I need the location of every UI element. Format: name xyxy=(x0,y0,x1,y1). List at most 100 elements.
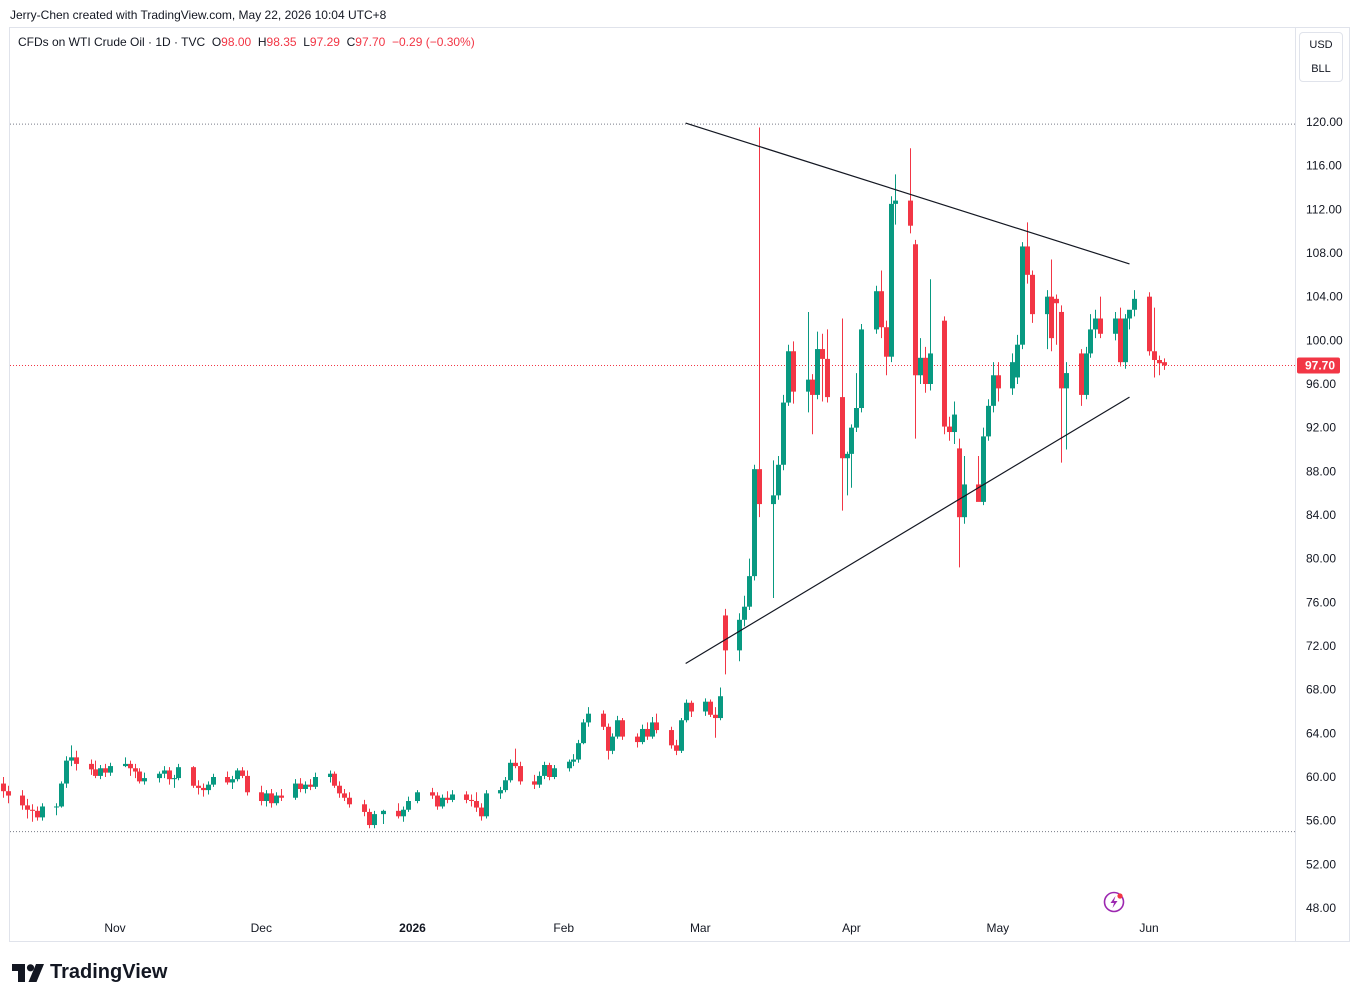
candle-body xyxy=(230,779,235,783)
candle-body xyxy=(93,769,98,776)
candle xyxy=(1025,222,1030,284)
close-label: C xyxy=(346,35,356,49)
candle xyxy=(669,726,674,749)
candle-body xyxy=(976,484,981,502)
candle xyxy=(406,796,411,812)
candle-body xyxy=(879,291,884,328)
price-axis-border xyxy=(1295,28,1296,941)
currency-label[interactable]: USD xyxy=(1309,39,1333,51)
candle-body xyxy=(776,464,781,496)
horizontal-levels xyxy=(10,123,1295,833)
candle xyxy=(654,713,659,734)
tradingview-brand[interactable]: TradingView xyxy=(12,961,167,984)
candle-body xyxy=(981,436,986,502)
candle-body xyxy=(537,775,542,785)
candle-body xyxy=(942,320,947,427)
candle-body xyxy=(518,766,523,782)
chart-credit: Jerry-Chen created with TradingView.com,… xyxy=(10,8,387,22)
candle xyxy=(752,464,757,581)
candle xyxy=(308,779,313,791)
candle xyxy=(884,320,889,376)
candle xyxy=(547,762,552,781)
candle xyxy=(684,699,689,723)
candle xyxy=(430,787,435,799)
candle xyxy=(6,785,11,804)
candle-body xyxy=(508,762,513,781)
candle xyxy=(1045,290,1050,350)
candle-body xyxy=(240,770,245,776)
candle-body xyxy=(464,794,469,800)
candle xyxy=(1123,314,1128,369)
candle-body xyxy=(840,397,845,459)
candle xyxy=(1127,309,1132,330)
currency-selector[interactable]: USD BLL xyxy=(1299,32,1343,82)
candle-body xyxy=(64,760,69,784)
trendline xyxy=(685,122,1130,265)
candle xyxy=(981,427,986,506)
candle-body xyxy=(211,777,216,785)
candle-body xyxy=(947,426,952,433)
candle-body xyxy=(98,768,103,776)
candle xyxy=(806,311,811,413)
candle-body xyxy=(1162,362,1167,366)
candle xyxy=(415,790,420,804)
candle-body xyxy=(30,809,35,811)
candle-body xyxy=(332,773,337,786)
price-tick-label: 56.00 xyxy=(1306,814,1336,828)
time-tick-label: Apr xyxy=(842,921,861,935)
candle xyxy=(479,803,484,821)
candle xyxy=(610,733,615,755)
candle xyxy=(230,775,235,790)
candle-body xyxy=(406,801,411,810)
candle-body xyxy=(274,795,279,804)
candle-body xyxy=(172,778,177,780)
candle xyxy=(469,794,474,807)
candle xyxy=(211,773,216,787)
candle-body xyxy=(547,764,552,777)
candle xyxy=(723,608,728,675)
time-tick-label: Feb xyxy=(553,921,574,935)
price-tick-label: 88.00 xyxy=(1306,464,1336,478)
candle-series xyxy=(1,127,1167,829)
candle xyxy=(372,810,377,829)
candle xyxy=(1132,290,1137,317)
candle xyxy=(513,748,518,769)
candle-body xyxy=(69,757,74,761)
price-tick-label: 84.00 xyxy=(1306,508,1336,522)
candle-body xyxy=(586,713,591,723)
candle-body xyxy=(620,720,625,737)
candle xyxy=(947,416,952,441)
candle-body xyxy=(825,358,830,398)
candle xyxy=(264,790,269,807)
candle-body xyxy=(450,794,455,800)
candle xyxy=(532,774,537,790)
candle xyxy=(713,707,718,738)
candle xyxy=(303,781,308,794)
candle xyxy=(123,757,128,768)
candle-body xyxy=(20,795,25,806)
candle xyxy=(93,760,98,779)
candle xyxy=(606,723,611,760)
candle-body xyxy=(6,791,11,796)
lightning-icon[interactable] xyxy=(1103,891,1125,913)
time-tick-label: Nov xyxy=(104,921,125,935)
candle-body xyxy=(1118,318,1123,363)
candle-body xyxy=(59,783,64,807)
candle-body xyxy=(440,797,445,807)
candle-body xyxy=(786,351,791,403)
candle-body xyxy=(342,793,347,798)
candle xyxy=(342,789,347,802)
candle-body xyxy=(552,768,557,777)
candle xyxy=(133,763,138,779)
candle xyxy=(645,722,650,740)
candle-body xyxy=(1147,296,1152,352)
candle xyxy=(1098,296,1103,339)
brand-name: TradingView xyxy=(50,961,168,984)
candle xyxy=(201,783,206,797)
unit-label[interactable]: BLL xyxy=(1311,63,1331,75)
candle-body xyxy=(308,784,313,787)
candle xyxy=(537,771,542,788)
candle-body xyxy=(991,375,996,406)
candle-body xyxy=(196,785,201,788)
